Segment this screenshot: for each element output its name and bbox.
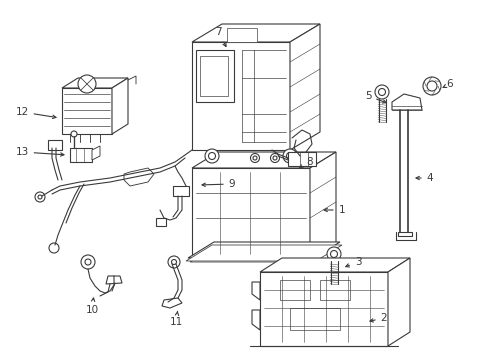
Text: 11: 11 <box>169 311 182 327</box>
Polygon shape <box>62 78 128 88</box>
Polygon shape <box>309 152 335 258</box>
Polygon shape <box>260 258 409 272</box>
Bar <box>289 308 339 330</box>
Circle shape <box>422 77 440 95</box>
Polygon shape <box>192 24 319 42</box>
Polygon shape <box>251 310 260 330</box>
Bar <box>319 280 349 300</box>
Circle shape <box>35 192 45 202</box>
Polygon shape <box>124 168 154 186</box>
Polygon shape <box>192 42 289 150</box>
Circle shape <box>49 243 59 253</box>
Polygon shape <box>289 24 319 150</box>
Circle shape <box>252 156 257 160</box>
Circle shape <box>208 153 215 159</box>
Polygon shape <box>106 276 122 284</box>
Circle shape <box>286 153 293 159</box>
Circle shape <box>326 247 340 261</box>
Circle shape <box>81 255 95 269</box>
Bar <box>226 28 257 42</box>
Polygon shape <box>162 298 182 308</box>
Circle shape <box>38 195 42 199</box>
Polygon shape <box>391 94 421 110</box>
Text: 12: 12 <box>15 107 56 118</box>
Text: 10: 10 <box>85 298 99 315</box>
Text: 6: 6 <box>442 79 452 89</box>
Circle shape <box>426 81 436 91</box>
Bar <box>280 280 309 300</box>
Bar <box>173 186 189 196</box>
Polygon shape <box>190 246 337 262</box>
Bar <box>200 56 227 96</box>
Text: 7: 7 <box>214 27 225 46</box>
Circle shape <box>204 149 219 163</box>
Polygon shape <box>62 88 112 134</box>
Circle shape <box>171 260 176 265</box>
Text: 4: 4 <box>415 173 432 183</box>
Polygon shape <box>192 152 335 168</box>
Polygon shape <box>112 78 128 134</box>
Text: 2: 2 <box>369 313 386 323</box>
Circle shape <box>283 149 296 163</box>
Circle shape <box>250 153 259 162</box>
Bar <box>397 232 411 236</box>
Bar <box>196 50 234 102</box>
Polygon shape <box>187 242 339 258</box>
Bar <box>70 148 92 162</box>
Polygon shape <box>387 258 409 346</box>
Text: 1: 1 <box>324 205 345 215</box>
Polygon shape <box>260 272 387 346</box>
Circle shape <box>78 75 96 93</box>
Circle shape <box>168 256 180 268</box>
Circle shape <box>378 89 385 95</box>
Text: 9: 9 <box>202 179 235 189</box>
Bar <box>48 140 62 150</box>
Text: 8: 8 <box>299 157 313 168</box>
Circle shape <box>85 259 91 265</box>
Circle shape <box>270 153 279 162</box>
Text: 5: 5 <box>364 91 386 103</box>
Polygon shape <box>192 168 309 258</box>
Bar <box>156 218 165 226</box>
Circle shape <box>330 251 337 257</box>
Polygon shape <box>92 146 100 160</box>
Circle shape <box>374 85 388 99</box>
Circle shape <box>272 156 276 160</box>
Polygon shape <box>185 245 341 261</box>
Polygon shape <box>251 282 260 300</box>
Circle shape <box>71 131 77 137</box>
Text: 3: 3 <box>345 257 361 267</box>
Bar <box>287 152 315 166</box>
Text: 13: 13 <box>15 147 64 157</box>
